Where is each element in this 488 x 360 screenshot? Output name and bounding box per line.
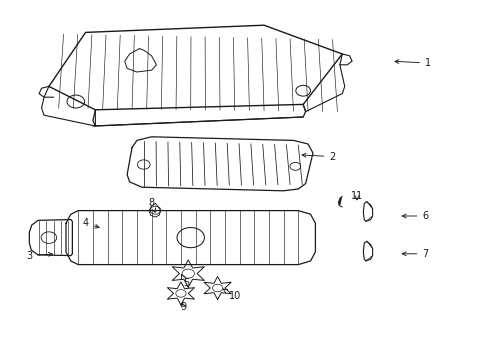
- Text: 1: 1: [394, 58, 430, 68]
- Text: 6: 6: [402, 211, 427, 221]
- Text: 4: 4: [82, 218, 99, 228]
- Text: 8: 8: [148, 198, 155, 212]
- Text: 7: 7: [402, 249, 427, 259]
- Text: 3: 3: [26, 251, 52, 261]
- Text: 2: 2: [302, 152, 335, 162]
- Text: 10: 10: [223, 289, 241, 301]
- Text: 5: 5: [181, 274, 188, 288]
- Text: 9: 9: [180, 302, 186, 312]
- Text: 11: 11: [350, 191, 363, 201]
